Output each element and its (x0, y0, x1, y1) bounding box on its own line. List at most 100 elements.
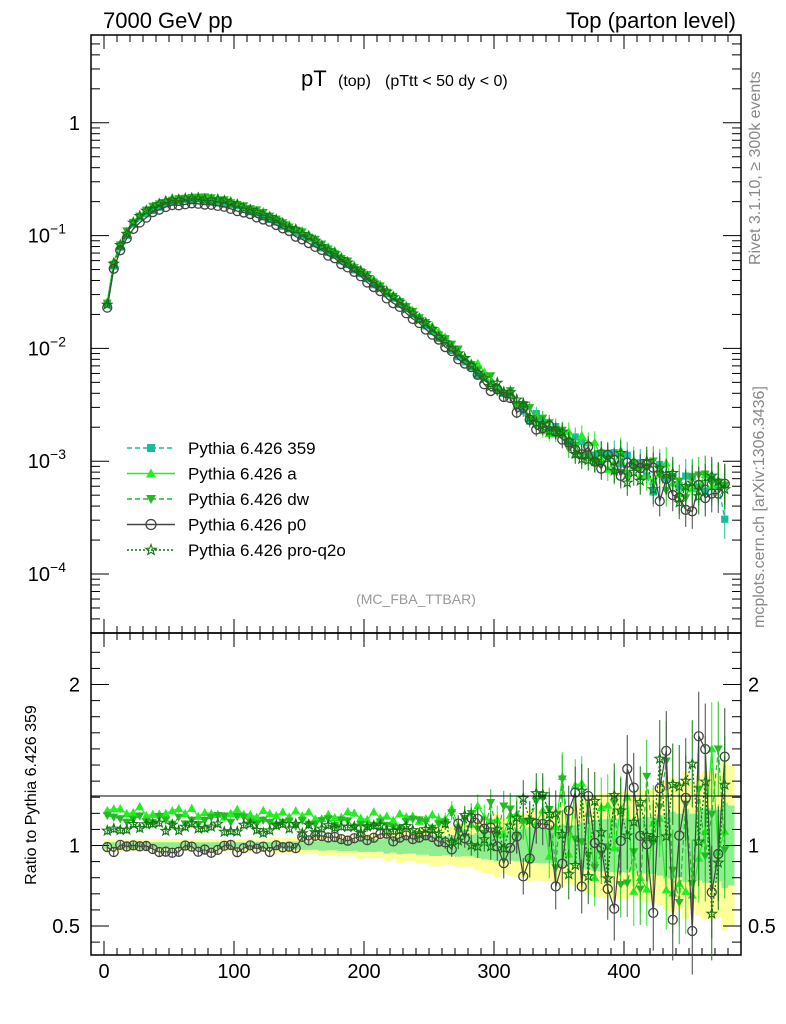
point-triangle-down (499, 802, 509, 811)
point-star (373, 281, 387, 294)
point-star (406, 306, 420, 319)
point-triangle-down (713, 745, 723, 754)
x-tick-label: 400 (607, 961, 640, 983)
point-circle (147, 843, 158, 855)
legend-entry-label: Pythia 6.426 a (188, 465, 297, 484)
point-triangle-down (161, 816, 171, 825)
point-circle (687, 506, 698, 517)
point-star (490, 822, 504, 835)
point-circle (349, 833, 360, 844)
point-circle (290, 842, 301, 854)
point-triangle-up (135, 801, 145, 811)
point-circle (693, 731, 704, 742)
y-tick-label: 10−2 (28, 333, 66, 360)
point-square (721, 515, 729, 523)
point-star (562, 867, 576, 880)
point-star (711, 474, 725, 487)
point-star (575, 452, 589, 465)
point-triangle-down (317, 817, 327, 826)
point-circle (622, 763, 633, 775)
point-circle (648, 907, 659, 918)
point-star (354, 826, 368, 839)
point-star (698, 475, 712, 488)
point-triangle-down (200, 193, 210, 202)
point-triangle-up (167, 806, 177, 815)
point-star (614, 446, 628, 459)
point-star (256, 826, 270, 839)
point-triangle-up (258, 805, 268, 814)
point-triangle-down (447, 809, 457, 818)
point-star (243, 203, 257, 216)
point-star (471, 366, 485, 379)
point-circle (284, 841, 295, 852)
point-star (464, 838, 478, 851)
point-triangle-up (161, 808, 171, 817)
point-triangle-down (200, 817, 210, 826)
point-star (354, 264, 368, 277)
title-sub2: (pTtt < 50 dy < 0) (385, 73, 508, 90)
point-star (536, 417, 550, 430)
point-star (399, 302, 413, 314)
point-circle (609, 903, 620, 914)
analysis-tag: (MC_FBA_TTBAR) (356, 591, 476, 607)
point-triangle-up (245, 809, 255, 819)
point-circle (589, 837, 600, 849)
point-star (666, 777, 680, 790)
point-star (529, 786, 543, 799)
point-circle (180, 840, 191, 851)
point-star (581, 453, 595, 466)
point-triangle-up (128, 808, 138, 817)
point-triangle-up (122, 809, 132, 818)
point-star (334, 252, 348, 265)
green-band-bin (422, 836, 429, 855)
point-triangle-up (603, 800, 613, 809)
point-circle (518, 871, 529, 882)
point-star (458, 808, 472, 821)
y-tick-label: 10−1 (28, 221, 66, 248)
green-band-bin (299, 841, 306, 850)
point-star (224, 196, 238, 209)
point-triangle-down (297, 816, 307, 825)
point-star (705, 907, 719, 920)
point-triangle-up (395, 809, 405, 818)
point-star (594, 825, 608, 838)
point-triangle-up (291, 806, 301, 815)
point-triangle-down (720, 846, 730, 855)
point-star (620, 476, 634, 489)
point-triangle-down (408, 815, 418, 824)
point-star (607, 464, 621, 476)
point-star (549, 806, 563, 819)
point-star (126, 817, 140, 830)
point-triangle-up (577, 430, 587, 439)
legend: Pythia 6.426 359 Pythia 6.426 a Pythia 6.4… (127, 439, 346, 560)
point-star (341, 255, 355, 268)
ratio-ylabel: Ratio to Pythia 6.426 359 (23, 705, 40, 885)
point-star (620, 828, 634, 841)
series-line-ratio (106, 735, 726, 932)
point-triangle-up (642, 884, 652, 893)
point-circle (167, 847, 178, 858)
point-triangle-down (213, 812, 223, 821)
point-star (529, 416, 543, 429)
point-star (250, 205, 264, 218)
point-circle (258, 841, 269, 852)
point-star (211, 817, 225, 830)
point-circle (362, 834, 373, 846)
green-band-bin (357, 838, 364, 853)
point-triangle-up (382, 811, 392, 820)
point-star (144, 542, 158, 556)
green-band-bin (403, 837, 410, 854)
point-star (516, 791, 530, 804)
point-triangle-down (486, 799, 496, 808)
point-star (276, 817, 290, 830)
x-tick-label: 0 (98, 961, 109, 983)
point-circle (193, 846, 204, 857)
point-star (380, 284, 394, 297)
point-star (386, 290, 400, 303)
point-triangle-up (232, 804, 242, 813)
x-tick-label: 300 (477, 961, 510, 983)
point-circle (576, 881, 587, 892)
point-star (477, 832, 491, 845)
point-star (432, 330, 446, 343)
